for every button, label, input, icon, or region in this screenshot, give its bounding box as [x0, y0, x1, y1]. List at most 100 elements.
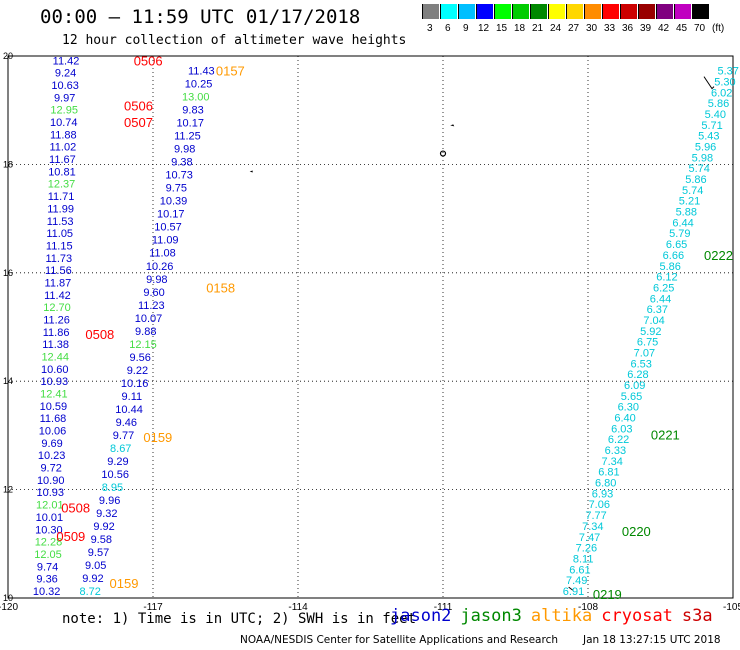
legend-label: 42 [658, 23, 670, 34]
wave-value: 9.24 [55, 68, 76, 80]
legend-label: 24 [550, 23, 562, 34]
wave-value: 6.37 [647, 304, 668, 316]
wave-value: 12.37 [48, 179, 76, 191]
lat-tick-label: 10 [3, 593, 13, 603]
legend-label: 36 [622, 23, 634, 34]
wave-value: 7.77 [585, 510, 606, 522]
wave-value: 9.98 [146, 274, 167, 286]
wave-value: 5.43 [698, 131, 719, 143]
wave-value: 9.11 [122, 391, 143, 403]
wave-value: 11.87 [45, 277, 72, 289]
wave-value: 9.92 [82, 573, 103, 585]
wave-value: 10.93 [41, 376, 69, 388]
legend-label: 27 [568, 23, 580, 34]
plot-frame [7, 55, 734, 599]
legend-label: 39 [640, 23, 652, 34]
wave-value: 5.86 [708, 98, 729, 110]
wave-value: 6.30 [618, 402, 639, 414]
legend-swatch [566, 4, 583, 19]
wave-value: 6.25 [653, 282, 674, 294]
wave-value: 11.67 [49, 154, 76, 166]
wave-value: 11.43 [188, 66, 215, 78]
wave-value: 11.05 [46, 228, 73, 240]
legend-label: 12 [478, 23, 490, 34]
wave-value: 10.32 [33, 586, 61, 598]
wave-value: 6.12 [656, 272, 677, 284]
wave-value: 9.22 [127, 365, 148, 377]
lon-tick-label: -111 [434, 602, 453, 613]
satellite-name: cryosat [601, 606, 673, 626]
wave-value: 10.39 [160, 196, 188, 208]
coastline [703, 76, 715, 90]
wave-value: 10.90 [37, 475, 65, 487]
wave-value: 11.26 [43, 314, 70, 326]
legend-label: 33 [604, 23, 616, 34]
wave-value: 10.59 [40, 401, 68, 413]
legend-label: 15 [496, 23, 508, 34]
wave-value: 8.95 [102, 482, 123, 494]
generation-timestamp: Jan 18 13:27:15 UTC 2018 [583, 634, 721, 646]
footer-note: note: 1) Time is in UTC; 2) SWH is in fe… [62, 611, 417, 627]
wave-value: 6.91 [563, 586, 584, 598]
legend-swatch [530, 4, 547, 19]
page-title: 00:00 – 11:59 UTC 01/17/2018 [40, 6, 361, 28]
wave-value: 9.77 [113, 430, 134, 442]
wave-value: 5.86 [685, 174, 706, 186]
wave-value: 11.68 [40, 413, 67, 425]
wave-value: 9.05 [85, 560, 106, 572]
track-time-label: 0159 [143, 430, 172, 445]
wave-value: 11.08 [149, 248, 176, 260]
legend-label: 30 [586, 23, 598, 34]
island-mark [450, 124, 455, 127]
wave-value: 11.53 [47, 216, 74, 228]
lat-tick-label: 12 [3, 485, 13, 495]
lat-tick-label: 20 [3, 51, 13, 61]
wave-value: 6.53 [630, 358, 651, 370]
wave-value: 10.17 [157, 209, 185, 221]
legend-swatch [458, 4, 475, 19]
page-subtitle: 12 hour collection of altimeter wave hei… [62, 33, 407, 48]
wave-value: 9.98 [174, 144, 195, 156]
wave-value: 6.22 [608, 434, 629, 446]
wave-value: 10.44 [115, 404, 143, 416]
lat-tick-label: 18 [3, 159, 13, 169]
lon-tick-label: -117 [143, 602, 163, 613]
track-time-label: 0508 [85, 327, 114, 342]
wave-value: 9.69 [41, 438, 62, 450]
wave-value: 5.30 [714, 76, 735, 88]
wave-value: 7.04 [643, 315, 664, 327]
wave-value: 9.74 [37, 561, 58, 573]
wave-value: 10.93 [36, 487, 64, 499]
wave-value: 6.80 [595, 478, 616, 490]
track-time-label: 0507 [124, 115, 153, 130]
wave-value: 5.74 [688, 163, 709, 175]
legend-label: 18 [514, 23, 526, 34]
legend-swatch [620, 4, 637, 19]
wave-value: 11.99 [47, 203, 74, 215]
wave-value: 5.40 [705, 109, 726, 121]
legend-swatch [476, 4, 493, 19]
lon-tick-label: -114 [288, 602, 308, 613]
wave-value: 8.67 [110, 443, 131, 455]
wave-value: 6.61 [569, 564, 590, 576]
wave-value: 7.47 [579, 532, 600, 544]
wave-value: 10.63 [51, 80, 79, 92]
satellite-name: jason2 [390, 606, 452, 626]
wave-value: 9.92 [93, 521, 114, 533]
legend-label: 6 [445, 23, 451, 34]
wave-value: 7.34 [582, 521, 603, 533]
island-mark [439, 150, 447, 157]
wave-value: 11.15 [46, 240, 73, 252]
coastline [568, 586, 573, 591]
track-time-label: 0506 [134, 53, 163, 68]
wave-value: 10.06 [39, 426, 67, 438]
wave-value: 11.09 [152, 235, 179, 247]
track-time-label: 0219 [593, 587, 622, 602]
wave-value: 5.65 [621, 391, 642, 403]
track-time-label: 0509 [56, 529, 85, 544]
wave-value: 8.11 [573, 553, 594, 565]
legend-label: 3 [427, 23, 433, 34]
wave-value: 6.66 [663, 250, 684, 262]
wave-value: 9.83 [182, 105, 203, 117]
